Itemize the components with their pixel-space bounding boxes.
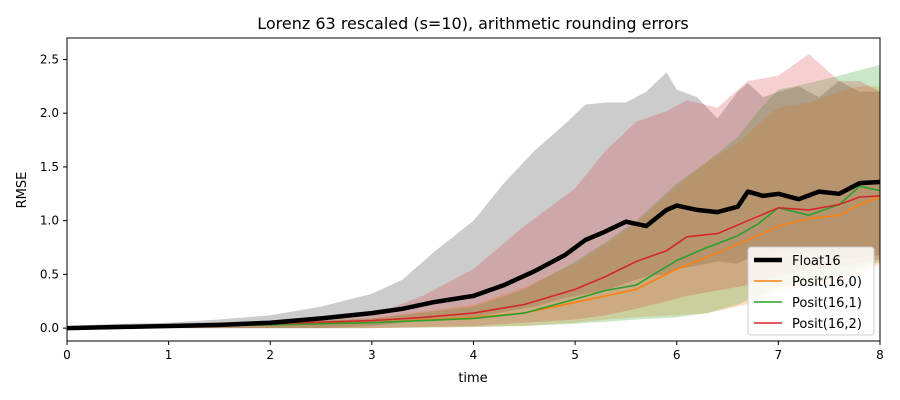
x-tick-label: 2 — [266, 348, 274, 362]
line-float16 — [66, 179, 881, 331]
x-tick-label: 1 — [165, 348, 173, 362]
x-tick-label: 8 — [876, 348, 884, 362]
y-tick-label: 0.5 — [40, 267, 59, 281]
legend-label: Posit(16,1) — [792, 296, 862, 311]
y-axis-label: RMSE — [15, 172, 30, 209]
y-tick-label: 2.5 — [40, 52, 59, 66]
y-axis-ticks: 0.0 0.5 1.0 1.5 2.0 2.5 — [40, 52, 67, 335]
x-tick-label: 4 — [470, 348, 478, 362]
x-tick-label: 3 — [368, 348, 376, 362]
line-posit-16-2- — [66, 195, 881, 329]
chart-title: Lorenz 63 rescaled (s=10), arithmetic ro… — [257, 14, 688, 33]
band-posit-16-0- — [67, 86, 880, 329]
band-posit-16-1- — [67, 64, 880, 329]
band-float16 — [67, 72, 880, 329]
legend-label: Posit(16,0) — [792, 275, 862, 290]
legend-label: Float16 — [792, 254, 841, 269]
legend: Float16 Posit(16,0) Posit(16,1) Posit(16,2) — [747, 246, 875, 336]
x-tick-label: 0 — [63, 348, 71, 362]
x-tick-label: 7 — [775, 348, 783, 362]
x-tick-label: 6 — [673, 348, 681, 362]
y-tick-label: 1.0 — [40, 214, 59, 228]
line-posit-16-1- — [66, 185, 881, 329]
y-tick-label: 0.0 — [40, 321, 59, 335]
y-tick-label: 2.0 — [40, 106, 59, 120]
x-axis-ticks: 0 1 2 3 4 5 6 7 8 — [63, 341, 884, 362]
legend-box — [747, 246, 875, 336]
series-lines — [66, 179, 881, 331]
x-tick-label: 5 — [571, 348, 579, 362]
x-axis-label: time — [458, 371, 487, 386]
legend-label: Posit(16,2) — [792, 317, 862, 332]
y-tick-label: 1.5 — [40, 160, 59, 174]
